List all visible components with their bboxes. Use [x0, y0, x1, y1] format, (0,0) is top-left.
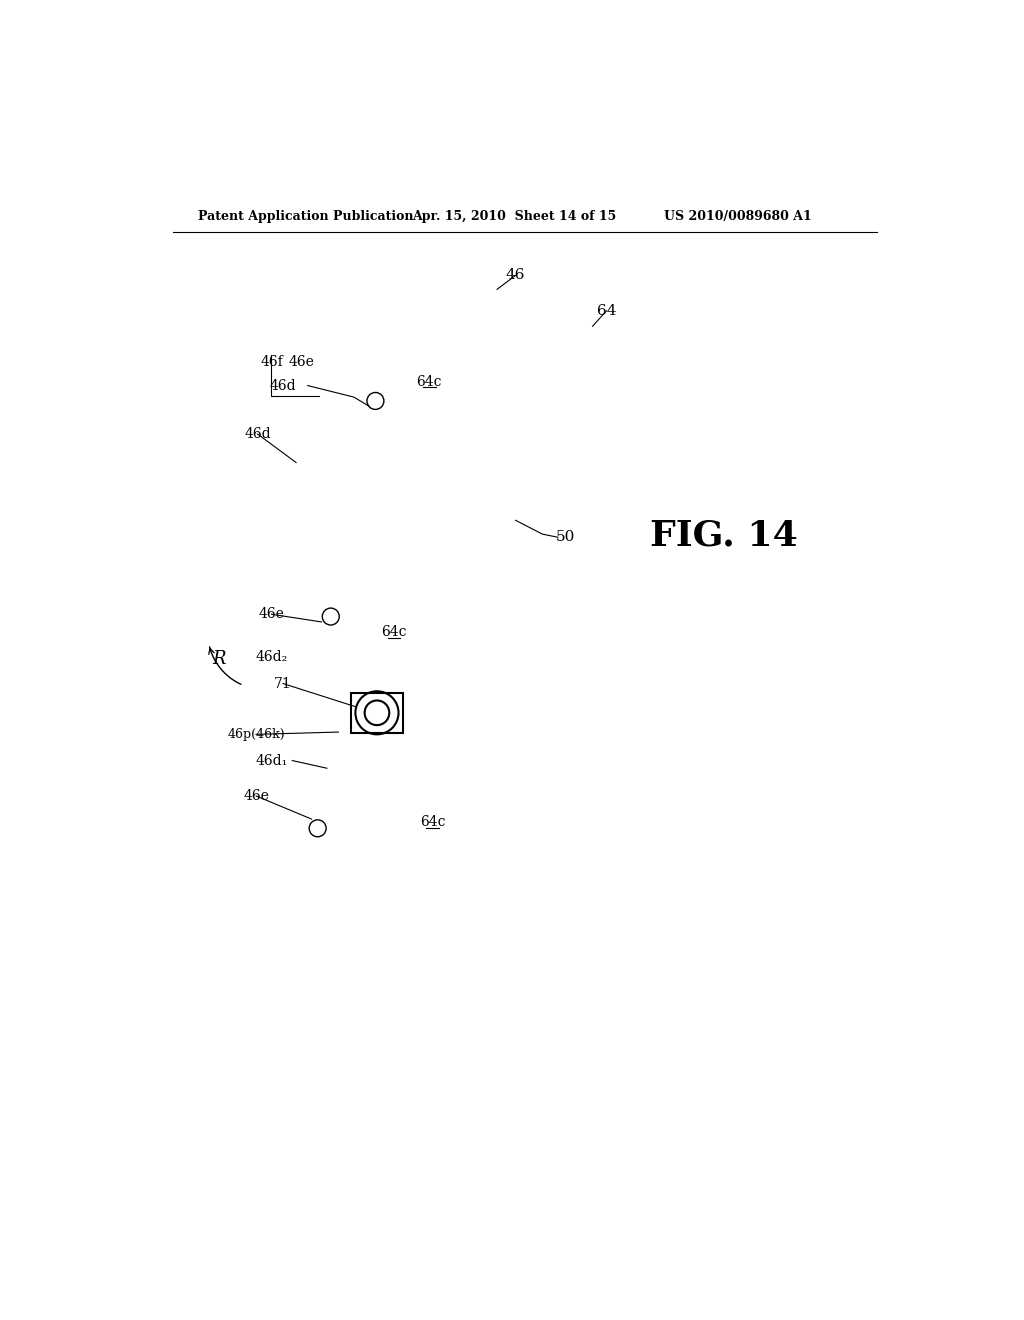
Text: US 2010/0089680 A1: US 2010/0089680 A1	[665, 210, 812, 223]
Text: 46d: 46d	[245, 428, 271, 441]
Text: 64: 64	[597, 304, 616, 318]
Text: 46d₂: 46d₂	[255, 651, 288, 664]
Text: 46e: 46e	[243, 789, 269, 803]
Text: 46p(46k): 46p(46k)	[227, 727, 285, 741]
Text: 64c: 64c	[381, 624, 407, 639]
Text: R: R	[212, 649, 226, 668]
Bar	[351, 693, 403, 733]
Text: 50: 50	[556, 531, 575, 544]
Text: 46f: 46f	[260, 355, 283, 370]
Text: 71: 71	[274, 677, 292, 690]
Text: 46d₁: 46d₁	[255, 754, 288, 767]
Text: 46d: 46d	[269, 379, 296, 392]
Text: 46e: 46e	[289, 355, 314, 370]
Text: 46: 46	[506, 268, 525, 282]
Text: FIG. 14: FIG. 14	[649, 519, 798, 553]
Text: 46e: 46e	[258, 607, 285, 622]
Text: Patent Application Publication: Patent Application Publication	[199, 210, 414, 223]
Text: 64c: 64c	[417, 375, 442, 388]
Text: Apr. 15, 2010  Sheet 14 of 15: Apr. 15, 2010 Sheet 14 of 15	[412, 210, 615, 223]
Text: 64c: 64c	[420, 816, 445, 829]
